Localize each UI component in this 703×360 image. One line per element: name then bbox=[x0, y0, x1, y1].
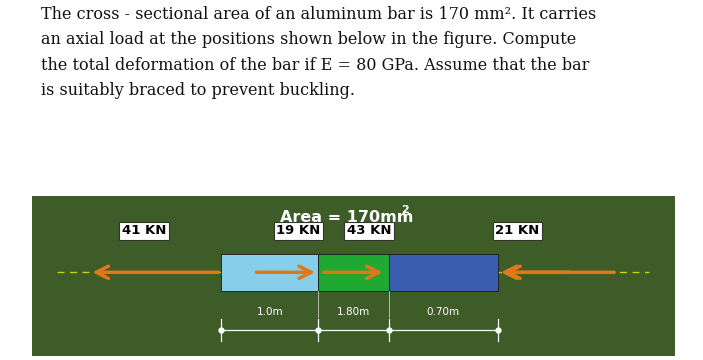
Text: 1.80m: 1.80m bbox=[337, 307, 370, 316]
Text: 21 KN: 21 KN bbox=[495, 224, 539, 237]
Text: 43 KN: 43 KN bbox=[347, 224, 392, 237]
Text: 19 KN: 19 KN bbox=[276, 224, 321, 237]
Text: Area = 170mm: Area = 170mm bbox=[280, 210, 413, 225]
Bar bbox=[221, 254, 318, 291]
Text: The cross - sectional area of an aluminum bar is 170 mm². It carries
an axial lo: The cross - sectional area of an aluminu… bbox=[41, 6, 596, 99]
Text: 2: 2 bbox=[401, 205, 408, 215]
Bar bbox=[389, 254, 498, 291]
Bar bbox=[318, 254, 389, 291]
Text: 0.70m: 0.70m bbox=[427, 307, 460, 316]
Text: 41 KN: 41 KN bbox=[122, 224, 167, 237]
Text: 1.0m: 1.0m bbox=[257, 307, 283, 316]
